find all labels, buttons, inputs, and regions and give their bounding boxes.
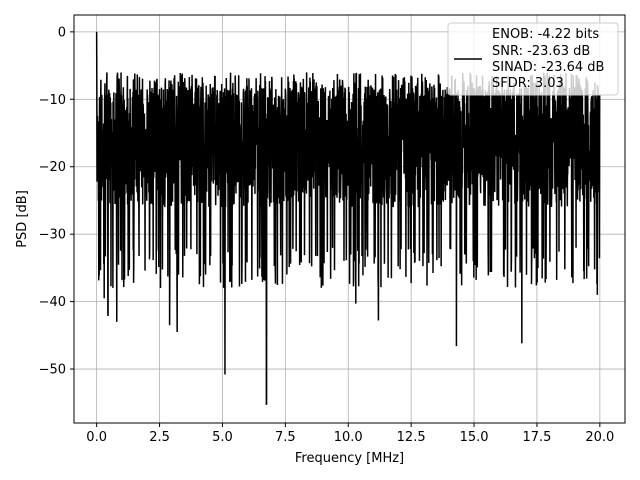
x-tick-label-5: 12.5 [397, 430, 426, 445]
y-tick-label-1: −10 [39, 93, 66, 108]
x-axis-label: Frequency [MHz] [295, 451, 404, 466]
legend-line-sfdr: SFDR: 3.03 [492, 76, 564, 91]
psd-line [95, 31, 601, 405]
legend: ENOB: -4.22 bits SNR: -23.63 dB SINAD: -… [447, 22, 619, 96]
psd-series [95, 31, 601, 405]
y-axis-ticks: 0 −10 −20 −30 −40 −50 [39, 25, 74, 378]
x-axis-ticks: 0.0 2.5 5.0 7.5 10.0 12.5 15.0 17.5 20.0 [86, 423, 614, 445]
x-tick-label-6: 15.0 [460, 430, 489, 445]
x-tick-label-4: 10.0 [334, 430, 363, 445]
x-tick-label-3: 7.5 [275, 430, 296, 445]
plot-frame [73, 14, 626, 424]
x-tick-label-8: 20.0 [585, 430, 614, 445]
y-tick-label-2: −20 [39, 160, 66, 175]
y-tick-label-5: −50 [39, 363, 66, 378]
legend-line-snr: SNR: -23.63 dB [492, 44, 590, 59]
x-tick-label-0: 0.0 [86, 430, 107, 445]
y-tick-label-0: 0 [58, 25, 66, 40]
x-tick-label-1: 2.5 [149, 430, 170, 445]
y-axis-label: PSD [dB] [15, 190, 30, 248]
x-tick-label-7: 17.5 [522, 430, 551, 445]
legend-line-enob: ENOB: -4.22 bits [492, 27, 599, 42]
x-tick-label-2: 5.0 [212, 430, 233, 445]
legend-box [447, 22, 619, 96]
y-tick-label-3: −30 [39, 228, 66, 243]
y-tick-label-4: −40 [39, 295, 66, 310]
legend-line-sinad: SINAD: -23.64 dB [492, 60, 604, 75]
